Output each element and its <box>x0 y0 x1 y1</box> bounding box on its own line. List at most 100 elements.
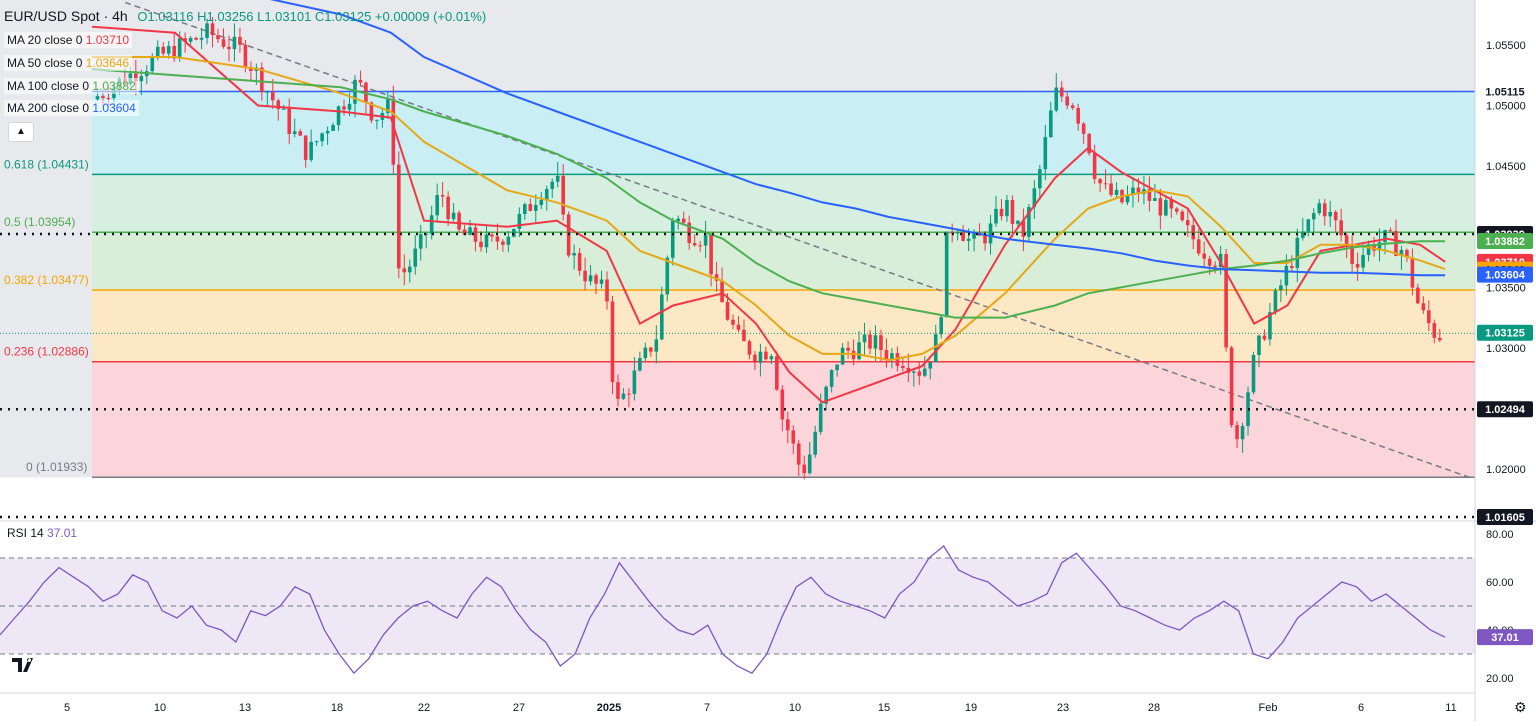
candle-body <box>1224 254 1228 348</box>
candle-body <box>1164 200 1168 216</box>
time-tick-label: 13 <box>239 702 251 714</box>
candle-body <box>742 329 746 342</box>
collapse-legend-button[interactable]: ▲ <box>8 122 34 142</box>
candle-body <box>501 241 505 245</box>
ma-line-3 <box>91 68 1446 319</box>
legend-label: MA 50 close 0 <box>7 56 83 70</box>
candle-body <box>884 349 889 360</box>
candle-body <box>1043 137 1048 170</box>
candle-body <box>347 103 352 110</box>
candle-body <box>1284 265 1289 286</box>
candle-body <box>1437 337 1442 341</box>
rsi-value: 37.01 <box>47 526 78 540</box>
price-tick-label: 1.02000 <box>1486 464 1526 476</box>
symbol-title[interactable]: EUR/USD Spot · 4h <box>4 8 128 24</box>
candle-body <box>139 76 144 82</box>
candle-body <box>451 212 456 220</box>
candle-body <box>1147 189 1152 201</box>
price-label: 1.01605 <box>1477 508 1533 525</box>
candle-body <box>281 108 286 110</box>
trendline-layer <box>124 1 1471 479</box>
legend-ma20[interactable]: MA 20 close 0 1.03710 <box>4 32 133 48</box>
candle-body <box>517 214 522 229</box>
candle-body <box>271 91 275 101</box>
price-label-bg <box>1477 232 1533 249</box>
candle-body <box>155 46 160 58</box>
candle-body <box>325 130 330 134</box>
fib-band <box>92 232 1475 291</box>
rsi-legend[interactable]: RSI 14 37.01 <box>4 525 81 541</box>
candle-body <box>681 218 686 223</box>
candle-body <box>873 335 878 349</box>
time-tick-label: 10 <box>789 702 801 714</box>
legend-value: 1.03882 <box>92 79 136 93</box>
legend-ma200[interactable]: MA 200 close 0 1.03604 <box>4 100 139 116</box>
candle-body <box>320 133 324 142</box>
candle-body <box>276 100 281 110</box>
legend-ma100[interactable]: MA 100 close 0 1.03882 <box>4 78 139 94</box>
fib-label: 0 (1.01933) <box>26 460 87 474</box>
fib-lines: 0.618 (1.04431) 0.5 (1.03954) 0.382 (1.034… <box>4 90 1475 478</box>
candle-body <box>1410 257 1415 288</box>
price-label-text: 1.03604 <box>1485 270 1526 282</box>
candle-body <box>232 36 237 50</box>
candle-body <box>835 364 839 371</box>
candle-body <box>1328 211 1333 217</box>
price-label-text: 1.05115 <box>1485 87 1524 99</box>
time-tick-label: 6 <box>1358 702 1364 714</box>
fib-band <box>92 361 1475 478</box>
candle-body <box>1016 220 1020 224</box>
candle-body <box>440 195 445 197</box>
candle-body <box>714 274 719 281</box>
candle-body <box>1048 110 1053 138</box>
legend-value: 1.03710 <box>85 33 130 47</box>
candle-body <box>194 37 198 40</box>
candle-body <box>818 403 823 432</box>
price-label: 1.03125 <box>1477 324 1533 341</box>
candle-body <box>791 430 796 444</box>
price-label-bg <box>1477 266 1533 283</box>
candle-body <box>972 233 976 239</box>
candle-body <box>955 232 960 234</box>
candle-body <box>1021 220 1026 237</box>
rsi-tick-label: 80.00 <box>1486 529 1514 541</box>
candle-body <box>879 335 883 350</box>
candle-body <box>917 371 922 376</box>
rsi-pane <box>0 545 1475 675</box>
candle-body <box>1207 258 1212 266</box>
candle-body <box>95 96 100 100</box>
candle-body <box>1081 123 1086 134</box>
legend-ma50[interactable]: MA 50 close 0 1.03646 <box>4 55 133 71</box>
candle-body <box>692 243 697 246</box>
candle-body <box>183 38 187 42</box>
candle-body <box>1317 203 1322 214</box>
candle-body <box>1175 208 1179 212</box>
candle-body <box>654 339 659 352</box>
candle-body <box>599 279 604 284</box>
candle-body <box>429 215 434 234</box>
candle-body <box>731 319 735 325</box>
tradingview-logo-icon[interactable] <box>12 656 38 676</box>
candle-body <box>391 98 396 165</box>
gear-icon[interactable]: ⚙ <box>1514 699 1527 715</box>
price-label-bg <box>1477 324 1533 341</box>
candle-body <box>495 236 500 242</box>
fib-label: 0.5 (1.03954) <box>4 215 75 229</box>
price-tick-label: 1.03000 <box>1486 343 1526 355</box>
legend-label: MA 200 close 0 <box>7 101 90 115</box>
candle-body <box>418 234 423 249</box>
candle-body <box>1427 310 1431 324</box>
time-tick-label: 5 <box>64 702 70 714</box>
candle-body <box>638 358 642 371</box>
candle-body <box>764 351 768 360</box>
candle-body <box>1432 323 1437 338</box>
candle-body <box>1153 198 1157 201</box>
candle-body <box>216 35 220 40</box>
candle-body <box>775 356 779 390</box>
fib-label: 0.382 (1.03477) <box>4 273 89 287</box>
candle-body <box>424 233 429 235</box>
candle-body <box>1125 194 1130 203</box>
candle-body <box>829 370 834 387</box>
candle-body <box>309 141 313 160</box>
